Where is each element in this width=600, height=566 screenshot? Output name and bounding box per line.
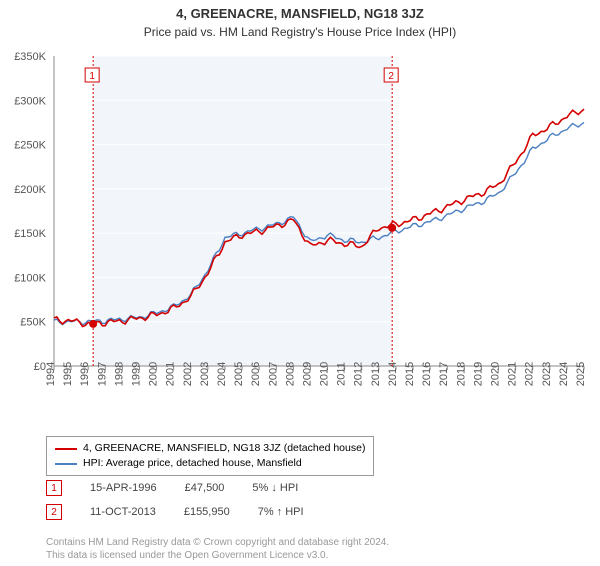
svg-text:1998: 1998 (113, 362, 125, 386)
marker-delta-1: 5% ↓ HPI (252, 482, 298, 494)
marker-badge-2: 2 (46, 504, 62, 520)
legend-label-property: 4, GREENACRE, MANSFIELD, NG18 3JZ (detac… (83, 441, 365, 456)
svg-text:1996: 1996 (79, 362, 91, 386)
footer: Contains HM Land Registry data © Crown c… (46, 536, 389, 562)
svg-text:2019: 2019 (472, 362, 484, 386)
svg-text:£300K: £300K (14, 95, 46, 107)
legend-label-hpi: HPI: Average price, detached house, Mans… (83, 456, 302, 471)
marker-badge-1: 1 (46, 480, 62, 496)
svg-text:2012: 2012 (353, 362, 365, 386)
svg-text:2024: 2024 (558, 362, 570, 386)
page-subtitle: Price paid vs. HM Land Registry's House … (0, 25, 600, 39)
svg-text:2000: 2000 (148, 362, 160, 386)
svg-text:2016: 2016 (421, 362, 433, 386)
marker-delta-2: 7% ↑ HPI (258, 506, 304, 518)
legend-swatch-blue (55, 463, 77, 465)
svg-text:2023: 2023 (541, 362, 553, 386)
svg-text:2013: 2013 (370, 362, 382, 386)
svg-text:£50K: £50K (20, 317, 46, 329)
legend-row-property: 4, GREENACRE, MANSFIELD, NG18 3JZ (detac… (55, 441, 365, 456)
page-title: 4, GREENACRE, MANSFIELD, NG18 3JZ (0, 6, 600, 21)
svg-text:2009: 2009 (301, 362, 313, 386)
svg-text:1: 1 (89, 71, 95, 82)
svg-text:2010: 2010 (319, 362, 331, 386)
price-chart: £0£50K£100K£150K£200K£250K£300K£350K1994… (0, 50, 600, 410)
chart-area: £0£50K£100K£150K£200K£250K£300K£350K1994… (0, 50, 600, 410)
marker-row-1: 1 15-APR-1996 £47,500 5% ↓ HPI (46, 480, 298, 496)
footer-line-1: Contains HM Land Registry data © Crown c… (46, 536, 389, 549)
svg-text:2017: 2017 (438, 362, 450, 386)
svg-text:2025: 2025 (575, 362, 587, 386)
svg-text:2018: 2018 (455, 362, 467, 386)
chart-container: 4, GREENACRE, MANSFIELD, NG18 3JZ Price … (0, 6, 600, 566)
svg-text:2001: 2001 (165, 362, 177, 386)
svg-text:1995: 1995 (62, 362, 74, 386)
footer-line-2: This data is licensed under the Open Gov… (46, 549, 389, 562)
marker-date-2: 11-OCT-2013 (90, 506, 156, 518)
svg-text:2014: 2014 (387, 362, 399, 386)
marker-price-2: £155,950 (184, 506, 230, 518)
svg-text:1994: 1994 (45, 362, 57, 386)
svg-text:£200K: £200K (14, 184, 46, 196)
svg-text:2021: 2021 (507, 362, 519, 386)
svg-text:2: 2 (388, 71, 394, 82)
svg-text:2002: 2002 (182, 362, 194, 386)
svg-text:2022: 2022 (524, 362, 536, 386)
svg-text:2020: 2020 (490, 362, 502, 386)
legend: 4, GREENACRE, MANSFIELD, NG18 3JZ (detac… (46, 436, 374, 476)
svg-text:2008: 2008 (284, 362, 296, 386)
svg-text:£250K: £250K (14, 140, 46, 152)
svg-text:1997: 1997 (96, 362, 108, 386)
svg-text:£350K: £350K (14, 51, 46, 63)
svg-text:2004: 2004 (216, 362, 228, 386)
svg-text:£100K: £100K (14, 272, 46, 284)
svg-text:2003: 2003 (199, 362, 211, 386)
svg-text:1999: 1999 (130, 362, 142, 386)
legend-row-hpi: HPI: Average price, detached house, Mans… (55, 456, 365, 471)
svg-text:2007: 2007 (267, 362, 279, 386)
svg-text:2015: 2015 (404, 362, 416, 386)
legend-swatch-red (55, 448, 77, 450)
marker-price-1: £47,500 (185, 482, 225, 494)
svg-text:2006: 2006 (250, 362, 262, 386)
svg-text:2011: 2011 (336, 362, 348, 386)
svg-text:£150K: £150K (14, 228, 46, 240)
marker-date-1: 15-APR-1996 (90, 482, 157, 494)
marker-row-2: 2 11-OCT-2013 £155,950 7% ↑ HPI (46, 504, 304, 520)
svg-text:2005: 2005 (233, 362, 245, 386)
